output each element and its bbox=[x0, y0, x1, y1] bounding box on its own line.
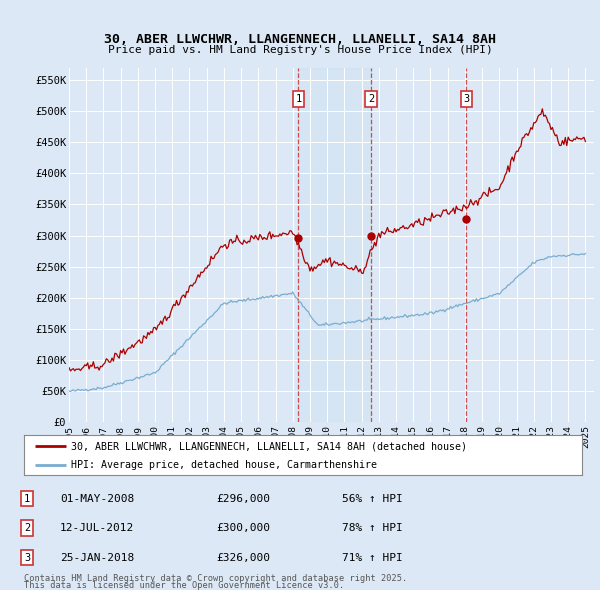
Text: 1: 1 bbox=[295, 94, 302, 104]
Text: Contains HM Land Registry data © Crown copyright and database right 2025.: Contains HM Land Registry data © Crown c… bbox=[24, 573, 407, 583]
Text: 01-MAY-2008: 01-MAY-2008 bbox=[60, 494, 134, 503]
Text: £300,000: £300,000 bbox=[216, 523, 270, 533]
Text: 1: 1 bbox=[24, 494, 30, 503]
Text: 12-JUL-2012: 12-JUL-2012 bbox=[60, 523, 134, 533]
Text: 25-JAN-2018: 25-JAN-2018 bbox=[60, 553, 134, 562]
Text: 2: 2 bbox=[368, 94, 374, 104]
Text: 56% ↑ HPI: 56% ↑ HPI bbox=[342, 494, 403, 503]
Text: This data is licensed under the Open Government Licence v3.0.: This data is licensed under the Open Gov… bbox=[24, 581, 344, 590]
Text: 3: 3 bbox=[24, 553, 30, 562]
Text: Price paid vs. HM Land Registry's House Price Index (HPI): Price paid vs. HM Land Registry's House … bbox=[107, 45, 493, 55]
Text: 78% ↑ HPI: 78% ↑ HPI bbox=[342, 523, 403, 533]
Bar bbox=[298, 68, 371, 422]
Text: 30, ABER LLWCHWR, LLANGENNECH, LLANELLI, SA14 8AH: 30, ABER LLWCHWR, LLANGENNECH, LLANELLI,… bbox=[104, 33, 496, 46]
Text: 2: 2 bbox=[24, 523, 30, 533]
Text: £326,000: £326,000 bbox=[216, 553, 270, 562]
Text: 30, ABER LLWCHWR, LLANGENNECH, LLANELLI, SA14 8AH (detached house): 30, ABER LLWCHWR, LLANGENNECH, LLANELLI,… bbox=[71, 441, 467, 451]
Text: £296,000: £296,000 bbox=[216, 494, 270, 503]
Text: 71% ↑ HPI: 71% ↑ HPI bbox=[342, 553, 403, 562]
Text: 3: 3 bbox=[463, 94, 469, 104]
Text: HPI: Average price, detached house, Carmarthenshire: HPI: Average price, detached house, Carm… bbox=[71, 460, 377, 470]
